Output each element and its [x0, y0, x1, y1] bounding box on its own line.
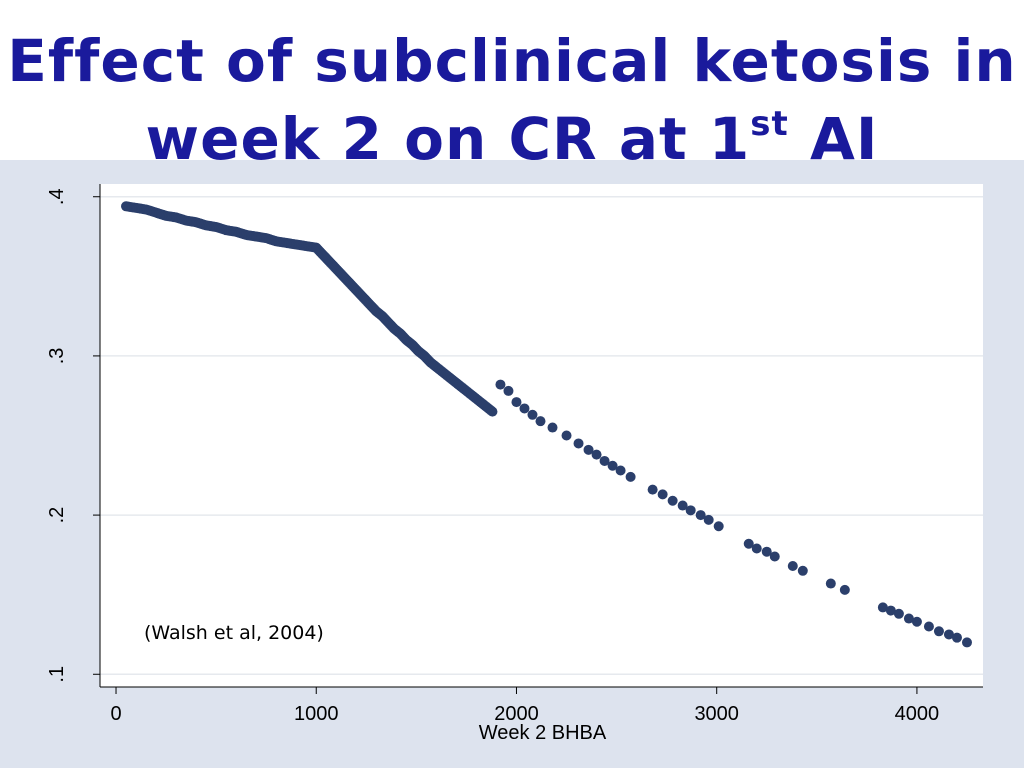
- data-point: [607, 460, 618, 471]
- data-point: [961, 637, 972, 648]
- data-point: [877, 602, 888, 613]
- data-point: [839, 584, 850, 595]
- x-tick-label: 1000: [294, 703, 339, 725]
- scatter-chart: .1 .2 .3 .4 0 1000 2000 3000 4000 Week 2 BHBA (W…: [46, 184, 983, 744]
- x-tick-label: 2000: [494, 703, 539, 725]
- data-point: [487, 406, 498, 417]
- data-point: [647, 484, 658, 495]
- data-point: [713, 521, 724, 532]
- data-point: [667, 495, 678, 506]
- data-point: [527, 409, 538, 420]
- data-point: [903, 613, 914, 624]
- data-point: [787, 561, 798, 572]
- data-point: [561, 430, 572, 441]
- data-point: [535, 416, 546, 427]
- data-point: [703, 514, 714, 525]
- data-point: [885, 605, 896, 616]
- x-tick-label: 0: [110, 703, 121, 725]
- data-point: [893, 608, 904, 619]
- data-point: [511, 397, 522, 408]
- data-point: [573, 438, 584, 449]
- data-point: [923, 621, 934, 632]
- data-point: [657, 489, 668, 500]
- data-point: [591, 449, 602, 460]
- data-point: [685, 505, 696, 516]
- data-point: [761, 546, 772, 557]
- x-tick-label: 3000: [694, 703, 739, 725]
- y-tick-label: .2: [46, 507, 68, 524]
- chart-panel: .1 .2 .3 .4 0 1000 2000 3000 4000 Week 2 BHBA (W…: [0, 160, 1024, 768]
- data-points: [121, 201, 972, 648]
- data-point: [951, 632, 962, 643]
- data-point: [797, 565, 808, 576]
- data-point: [599, 455, 610, 466]
- slide-title: Effect of subclinical ketosis in week 2 …: [0, 22, 1024, 178]
- title-superscript: st: [750, 104, 789, 144]
- axes: [93, 184, 983, 694]
- data-point: [825, 578, 836, 589]
- data-point: [769, 551, 780, 562]
- data-point: [625, 471, 636, 482]
- y-tick-label: .1: [46, 666, 68, 683]
- data-point: [933, 626, 944, 637]
- plot-area: [100, 184, 983, 687]
- data-point: [519, 403, 530, 414]
- data-point: [743, 538, 754, 549]
- data-point: [695, 510, 706, 521]
- data-point: [615, 465, 626, 476]
- y-tick-label: .3: [46, 348, 68, 365]
- gridlines: [100, 195, 983, 676]
- data-point: [547, 422, 558, 433]
- data-point: [943, 629, 954, 640]
- title-line-1: Effect of subclinical ketosis in: [7, 27, 1017, 95]
- y-tick-label: .4: [46, 188, 68, 205]
- x-tick-label: 4000: [895, 703, 940, 725]
- source-annotation: (Walsh et al, 2004): [144, 622, 324, 644]
- data-point: [677, 500, 688, 511]
- x-axis-title: Week 2 BHBA: [479, 722, 607, 744]
- data-point: [751, 543, 762, 554]
- data-point: [911, 616, 922, 627]
- data-point: [583, 444, 594, 455]
- data-point: [495, 379, 506, 390]
- data-point: [503, 385, 514, 396]
- tick-labels: .1 .2 .3 .4 0 1000 2000 3000 4000: [46, 188, 939, 725]
